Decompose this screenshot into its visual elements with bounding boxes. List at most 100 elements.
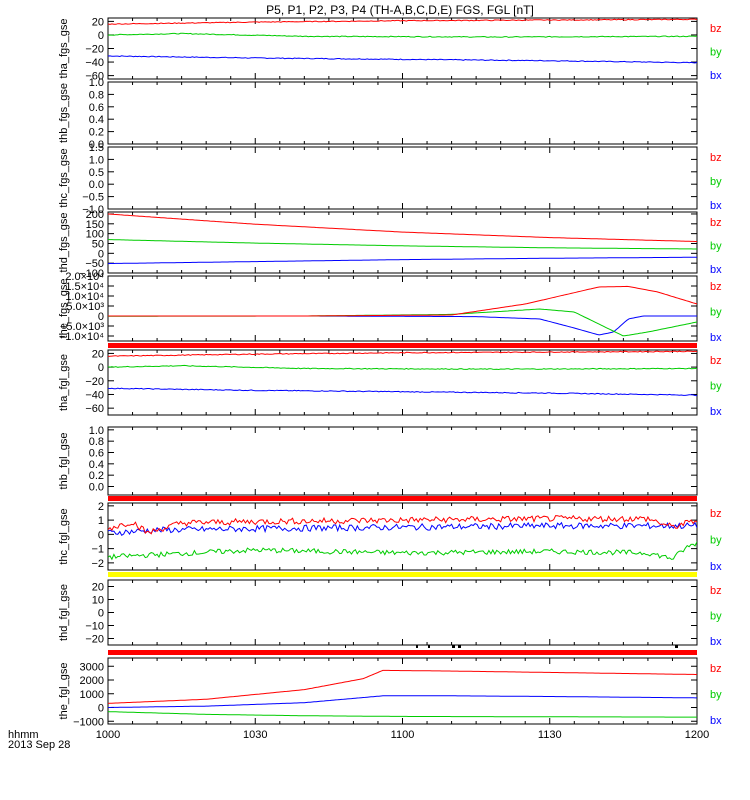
series-by: [108, 309, 746, 336]
y-axis-label: the_fgs_gse: [58, 279, 70, 339]
y-tick-label: 0: [98, 608, 104, 620]
legend-bz: bz: [710, 355, 722, 367]
y-tick-label: −1000: [73, 716, 104, 728]
series-by: [108, 33, 697, 37]
chart-canvas: P5, P1, P2, P3, P4 (TH-A,B,C,D,E) FGS, F…: [0, 0, 750, 800]
panel-the_fgs_gse: 2.0×10⁴1.5×10⁴1.0×10⁴5.0×10³0−5.0×10³−1.…: [58, 271, 746, 344]
y-tick-label: 2: [98, 501, 104, 513]
y-axis-label: thb_fgl_gse: [58, 433, 70, 490]
series-by: [108, 365, 697, 369]
footer-date: 2013 Sep 28: [8, 740, 70, 751]
panels: 200−20−40−60tha_fgs_gse bzbybx1.00.80.60.…: [58, 16, 746, 728]
flag-mark: [345, 645, 346, 648]
y-tick-label: 0: [98, 30, 104, 42]
legend-bz: bz: [710, 152, 722, 164]
y-tick-label: 1.0: [89, 154, 104, 166]
panel-thb_fgl_gse: 1.00.80.60.40.20.0thb_fgl_gse: [58, 425, 697, 495]
legend-bz: bz: [710, 281, 722, 293]
y-tick-label: 20: [92, 16, 104, 28]
legend-bx: bx: [710, 406, 722, 418]
legend-bx: bx: [710, 70, 722, 82]
flag-mark: [428, 645, 430, 648]
y-tick-label: 0: [98, 362, 104, 374]
y-tick-label: −20: [85, 376, 104, 388]
legend-bz: bz: [710, 217, 722, 229]
flag-bar-thc-fgl: [108, 572, 697, 577]
y-tick-label: 20: [92, 348, 104, 360]
y-tick-label: 0.6: [89, 448, 104, 460]
panel-frame: [108, 427, 697, 495]
series-bx: [108, 696, 697, 708]
y-tick-label: −2: [91, 558, 104, 570]
series-bz: [108, 286, 746, 316]
panel-thb_fgs_gse: 1.00.80.60.40.20.0 thb_fgs_gse: [58, 77, 697, 151]
flag-mark: [675, 645, 678, 648]
legend-by: by: [710, 47, 722, 59]
y-tick-label: −20: [85, 634, 104, 646]
panel-thd_fgs_gse: 200150100500−50−100thd_fgs_gse bzbybx: [58, 209, 722, 280]
flag-bar-thb-fgl: [108, 496, 697, 501]
x-tick-label: 1030: [243, 729, 267, 741]
series-by: [108, 240, 697, 250]
series-bx: [108, 523, 697, 536]
legend-by: by: [710, 307, 722, 319]
series-bx: [108, 388, 697, 396]
series-bz: [108, 670, 697, 703]
y-tick-label: 0.8: [89, 89, 104, 101]
flag-bar-the-fgs: [108, 343, 697, 348]
y-tick-label: 3000: [80, 661, 104, 673]
y-tick-label: −20: [85, 44, 104, 56]
panel-frame: [108, 82, 697, 144]
y-axis-label: the_fgl_gse: [58, 663, 70, 720]
panel-frame: [108, 147, 697, 209]
legend-by: by: [710, 611, 722, 623]
legend-bx: bx: [710, 636, 722, 648]
y-tick-label: 0.4: [89, 459, 104, 471]
series-bx: [108, 316, 746, 335]
legend-bz: bz: [710, 663, 722, 675]
y-tick-label: 1.5: [89, 142, 104, 154]
legend-bx: bx: [710, 332, 722, 344]
y-tick-label: 0.0: [89, 482, 104, 494]
legend-by: by: [710, 241, 722, 253]
panel-frame: [108, 18, 697, 79]
legend-bz: bz: [710, 23, 722, 35]
y-tick-label: 1: [98, 515, 104, 527]
panel-frame: [108, 503, 697, 570]
y-tick-label: 0.6: [89, 102, 104, 114]
legend-by: by: [710, 535, 722, 547]
y-axis-label: thc_fgl_gse: [58, 508, 70, 564]
y-tick-label: 0.5: [89, 167, 104, 179]
y-tick-label: −40: [85, 389, 104, 401]
quality-flags: [108, 343, 697, 655]
y-tick-label: 0: [98, 529, 104, 541]
y-axis-label: thb_fgs_gse: [58, 83, 70, 143]
y-tick-label: −0.5: [82, 192, 104, 204]
x-tick-label: 1130: [538, 729, 562, 741]
y-axis-label: tha_fgl_gse: [58, 354, 70, 411]
series-bx: [108, 257, 697, 263]
y-tick-label: −1: [91, 544, 104, 556]
flag-mark: [458, 645, 461, 648]
legend-by: by: [710, 176, 722, 188]
panel-frame: [108, 580, 697, 645]
panel-thc_fgl_gse: 2 1 0 −1 −2 thc_fgl_gse bz by bx: [58, 501, 722, 573]
x-tick-label: 1100: [391, 729, 415, 741]
y-tick-label: −60: [85, 403, 104, 415]
y-tick-label: 0.0: [89, 179, 104, 191]
panel-tha_fgs_gse: 200−20−40−60tha_fgs_gse bzbybx: [58, 16, 722, 82]
legend-bz: bz: [710, 508, 722, 520]
y-axis-label: thd_fgl_gse: [58, 584, 70, 641]
y-tick-label: 1.0: [89, 77, 104, 89]
legend-bx: bx: [710, 264, 722, 276]
y-tick-label: 1.0: [89, 425, 104, 437]
y-axis-label: thc_fgs_gse: [58, 148, 70, 207]
y-tick-label: 10: [92, 595, 104, 607]
y-tick-label: 1000: [80, 689, 104, 701]
x-tick-label: 1000: [96, 729, 120, 741]
y-tick-label: −10: [85, 621, 104, 633]
y-tick-label: −40: [85, 57, 104, 69]
y-tick-label: 0.2: [89, 470, 104, 482]
